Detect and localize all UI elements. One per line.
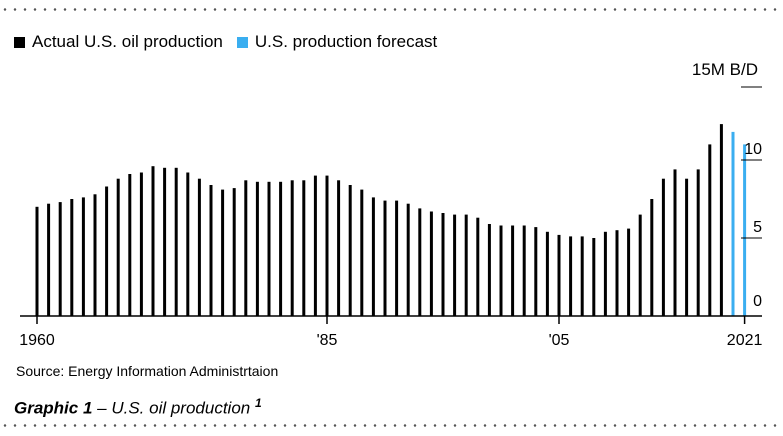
- bar-actual-1968: [128, 174, 132, 316]
- bar-actual-2010: [615, 230, 619, 316]
- bar-actual-1971: [163, 167, 167, 316]
- bar-actual-1999: [487, 224, 491, 316]
- y-axis-unit-label: 15M B/D: [691, 60, 758, 79]
- bar-actual-2013: [650, 199, 654, 316]
- bar-actual-1967: [116, 178, 120, 316]
- top-dotted-border: [0, 8, 783, 11]
- bar-actual-1992: [406, 203, 410, 316]
- bar-actual-1972: [174, 167, 178, 316]
- legend-swatch-actual: [14, 36, 25, 48]
- bar-actual-1979: [255, 181, 259, 316]
- bar-actual-1961: [47, 203, 51, 316]
- bars-group: [35, 124, 747, 316]
- bar-actual-1977: [232, 188, 236, 316]
- bar-actual-1964: [81, 197, 85, 316]
- bar-actual-1990: [383, 200, 387, 316]
- x-tick-label: '05: [549, 332, 570, 349]
- bar-actual-1984: [313, 175, 317, 316]
- bar-actual-2007: [580, 236, 584, 316]
- bar-actual-2009: [603, 231, 607, 316]
- bar-actual-1985: [325, 175, 329, 316]
- bar-actual-1974: [197, 178, 201, 316]
- bar-actual-1973: [186, 172, 190, 316]
- bar-actual-2004: [545, 231, 549, 316]
- y-tick-label: 0: [753, 293, 762, 310]
- bar-actual-1998: [476, 217, 480, 316]
- bar-actual-1981: [279, 181, 283, 316]
- bar-actual-1991: [395, 200, 399, 316]
- x-tick-label: 1960: [19, 332, 55, 349]
- bar-actual-2017: [696, 169, 700, 316]
- bar-actual-1997: [464, 214, 468, 316]
- bar-actual-2000: [499, 225, 503, 316]
- y-tick-label: 10: [744, 141, 762, 158]
- bar-actual-1962: [58, 202, 62, 316]
- bar-actual-2003: [534, 227, 538, 316]
- bar-actual-1987: [348, 185, 352, 316]
- bar-actual-1969: [139, 172, 143, 316]
- bar-forecast-2020: [731, 131, 735, 316]
- caption-superscript: 1: [254, 396, 262, 410]
- legend: Actual U.S. oil production U.S. producti…: [14, 32, 451, 52]
- bar-actual-1989: [371, 197, 375, 316]
- bottom-dotted-border: [0, 424, 783, 427]
- source-note: Source: Energy Information Administrtaio…: [16, 363, 279, 379]
- bar-actual-1965: [93, 194, 97, 316]
- bar-actual-1975: [209, 185, 213, 316]
- bar-actual-1963: [70, 199, 74, 316]
- bar-actual-1993: [418, 208, 422, 316]
- caption-bold: Graphic 1: [14, 398, 93, 418]
- bar-actual-2016: [685, 178, 689, 316]
- y-tick-label: 5: [753, 219, 762, 236]
- bar-actual-2005: [557, 234, 561, 316]
- bar-actual-1995: [441, 213, 445, 316]
- bar-actual-1996: [453, 214, 457, 316]
- bar-actual-1980: [267, 181, 271, 316]
- bar-forecast-2021: [743, 144, 747, 316]
- x-axis-ticks: 1960 '85 '05 2021: [19, 316, 762, 349]
- legend-item-actual: Actual U.S. oil production: [14, 32, 223, 52]
- bar-actual-2012: [638, 214, 642, 316]
- bar-actual-2019: [719, 124, 723, 316]
- bar-actual-1983: [302, 180, 306, 316]
- bar-actual-1994: [429, 211, 433, 316]
- caption-text: – U.S. oil production: [92, 398, 255, 418]
- bar-actual-1978: [244, 180, 248, 316]
- x-tick-label: 2021: [727, 332, 763, 349]
- bar-actual-2018: [708, 144, 712, 316]
- bar-actual-2006: [569, 236, 573, 316]
- bar-actual-2015: [673, 169, 677, 316]
- bar-actual-2014: [661, 178, 665, 316]
- y-axis-ticks: 10 5 0: [741, 86, 762, 310]
- bar-actual-1982: [290, 180, 294, 316]
- legend-label-actual: Actual U.S. oil production: [32, 32, 223, 51]
- bar-actual-1970: [151, 166, 155, 316]
- bar-actual-2001: [511, 225, 515, 316]
- bar-actual-2008: [592, 238, 596, 316]
- figure-caption: Graphic 1 – U.S. oil production 1: [14, 396, 262, 419]
- bar-actual-1988: [360, 189, 364, 316]
- bar-actual-2011: [627, 228, 631, 316]
- bar-actual-1966: [105, 186, 109, 316]
- bar-actual-1960: [35, 206, 39, 316]
- x-tick-label: '85: [317, 332, 338, 349]
- bar-actual-2002: [522, 225, 526, 316]
- bar-actual-1986: [337, 180, 341, 316]
- legend-swatch-forecast: [236, 36, 248, 48]
- legend-item-forecast: U.S. production forecast: [236, 32, 438, 52]
- legend-label-forecast: U.S. production forecast: [254, 32, 438, 51]
- bar-actual-1976: [221, 189, 225, 316]
